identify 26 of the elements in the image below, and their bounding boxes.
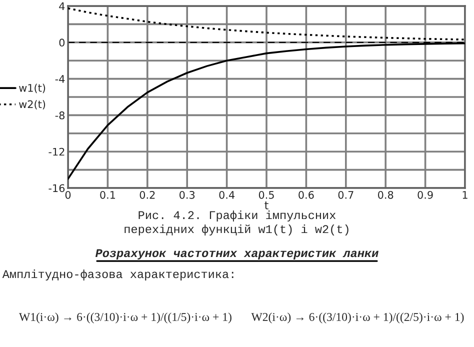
y-tick-label: 4: [59, 2, 65, 10]
legend-label: w1(t): [19, 84, 46, 94]
x-tick-label: 0.3: [180, 190, 195, 199]
text: W1(i·ω) → 6·((3/10)·i·ω + 1)/((1/5)·i·ω + 1): [18, 312, 232, 324]
x-tick-label: 0.4: [219, 190, 234, 199]
x-tick-label: 0.8: [378, 190, 394, 199]
y-tick-label: -8: [55, 111, 65, 120]
y-tick-label: -12: [48, 148, 64, 156]
y-tick-label: 0: [59, 38, 65, 47]
x-tick-label: 0.7: [338, 190, 354, 199]
legend-label: w2(t): [19, 100, 46, 110]
text: W2(i·ω) → 6·((3/10)·i·ω + 1)/((2/5)·i·ω + 1): [251, 312, 464, 324]
x-tick-label: 0.2: [140, 190, 155, 199]
text: Амплітудно-фазова характеристика:: [2, 269, 234, 281]
x-tick-label: 0.6: [298, 190, 314, 199]
y-tick-label: -16: [48, 184, 65, 192]
x-tick-label: 0.1: [100, 190, 116, 199]
x-tick-label: 0.9: [418, 190, 433, 199]
x-tick-label: 1: [462, 191, 468, 199]
x-tick-label: 0: [65, 190, 71, 199]
x-tick-label: 0.5: [258, 190, 274, 199]
text: Рис. 4.2. Графіки імпульсних: [138, 210, 336, 222]
x-axis-title: t: [264, 202, 268, 210]
y-tick-label: -4: [55, 75, 65, 83]
text: перехідних функцій w1(t) і w2(t): [124, 224, 348, 236]
text: Розрахунок частотних характеристик ланки: [95, 249, 378, 260]
